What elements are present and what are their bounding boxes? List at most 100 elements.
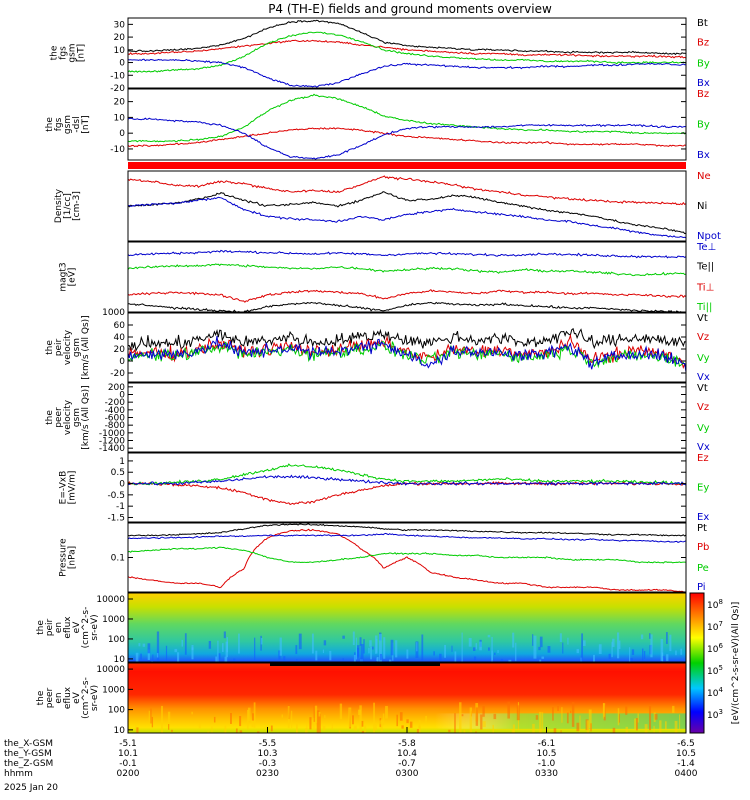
legend-entry: Vt — [697, 313, 708, 324]
legend-entry: Ez — [697, 453, 709, 464]
panel-ylabel: (cm^2-s- — [81, 677, 91, 719]
ytick-label: 10 — [114, 655, 126, 665]
legend-entry: Pt — [697, 523, 707, 534]
panel-ylabel: -dsl — [72, 116, 82, 132]
series-line-Ne — [128, 175, 686, 206]
panel-ylabel: gsm — [72, 408, 82, 427]
panel-ylabel: peer — [45, 687, 55, 708]
colorbar-tick: 105 — [707, 664, 723, 677]
ytick-label: 1000 — [102, 308, 125, 318]
ytick-label: -200 — [105, 398, 126, 408]
panel-frame — [127, 241, 687, 313]
panel-ylabel: [nT] — [81, 115, 91, 133]
legend-entry: By — [697, 120, 710, 131]
legend-entry: Pb — [697, 542, 709, 553]
xaxis-value: -1.4 — [677, 759, 695, 769]
series-line-Ni — [128, 191, 686, 235]
legend-entry: Bz — [697, 89, 709, 100]
ytick-label: -1400 — [99, 444, 125, 454]
series-line-Bx — [128, 58, 686, 88]
ytick-label: 60 — [114, 321, 126, 331]
ytick-label: 0 — [119, 391, 125, 401]
xaxis-value: -0.3 — [259, 759, 277, 769]
xaxis-value: 10.5 — [676, 749, 696, 759]
series-line-Ti⊥ — [128, 289, 686, 303]
series-line-Ey — [128, 463, 686, 486]
ytick-label: -0.5 — [107, 491, 125, 501]
panel-peir-velocity: the peir velocity gsm [km/s (All Qs)] Vt Vz Vy V… — [45, 312, 710, 383]
ytick-label: 10000 — [96, 595, 125, 605]
panel-ylabel: velocity — [63, 399, 73, 435]
legend-entry: Ti⊥ — [696, 283, 714, 294]
panel-ylabel: [km/s (All Qs)] — [81, 385, 91, 449]
colorbar-tick: 103 — [707, 708, 723, 721]
panel-frame — [127, 452, 687, 523]
panel-ylabel: the — [36, 620, 46, 635]
xaxis-value: -5.5 — [259, 739, 277, 749]
legend-entry: Bt — [697, 18, 708, 29]
ytick-label: 20 — [114, 98, 126, 108]
xaxis-value: -5.1 — [119, 739, 137, 749]
legend-entry: Ni — [697, 201, 707, 212]
series-line-Pe — [128, 546, 686, 564]
ytick-label: -1200 — [99, 437, 125, 447]
panel-ylabel: fgs — [59, 46, 69, 60]
legend-entry: Vt — [697, 383, 708, 394]
panel-ylabel: gsm — [63, 115, 73, 134]
ytick-label: -400 — [105, 406, 126, 416]
ytick-label: -10 — [110, 145, 125, 155]
legend-entry: Bz — [697, 37, 709, 48]
xaxis-value: 10.3 — [257, 749, 277, 759]
panel-frame — [127, 592, 687, 663]
legend-entry: Vx — [697, 372, 710, 383]
legend-entry: Bx — [697, 150, 710, 161]
series-line-Bz — [128, 127, 686, 148]
panel-ylabel: eflux — [63, 616, 73, 639]
legend-entry: Ex — [697, 512, 709, 523]
legend-entry: Pe — [697, 563, 709, 574]
x-axis: the_X-GSM -5.1 -5.5 -5.8 -6.1 -6.5 the_Y-GSM 10… — [4, 727, 698, 793]
legend-entry: Te⊥ — [696, 242, 716, 253]
series-line-Ex — [128, 474, 686, 487]
panel-ylabel: [mV/m] — [68, 471, 78, 505]
panel-ylabel: sr-eV) — [90, 614, 100, 640]
series-line-Te⊥ — [128, 249, 686, 259]
xaxis-row-label: the_Z-GSM — [4, 759, 53, 769]
ytick-label: 100 — [108, 706, 125, 716]
ytick-label: 0 — [119, 357, 125, 367]
ytick-label: 0.5 — [111, 468, 125, 478]
ytick-label: -600 — [105, 414, 126, 424]
xaxis-value: -0.1 — [119, 759, 137, 769]
series-line-Vt — [128, 327, 686, 353]
panel-ylabel: the — [45, 340, 55, 355]
legend-entry: Vy — [697, 353, 710, 364]
ytick-label: -1000 — [99, 429, 125, 439]
panel-ylabel: velocity — [63, 329, 73, 365]
xaxis-value: -6.1 — [538, 739, 556, 749]
panel-ylabel: en — [54, 622, 64, 633]
xaxis-value: 0330 — [535, 769, 558, 779]
panel-ylabel: peir — [54, 338, 64, 356]
panel-ylabel: eV — [72, 621, 82, 634]
legend-entry: Vz — [697, 332, 709, 343]
ytick-label: -1 — [116, 502, 125, 512]
panel-frame — [127, 382, 687, 453]
legend-entry: Npot — [697, 231, 721, 242]
ytick-label: 10 — [114, 726, 126, 736]
panel-ylabel: the — [45, 117, 55, 132]
panel-ylabel: [nT] — [77, 44, 87, 62]
series-line-Te|| — [128, 301, 686, 312]
legend-entry: Ey — [697, 483, 709, 494]
series-line-Ez — [128, 481, 686, 506]
series-line-By — [128, 31, 686, 73]
plot-date: 2025 Jan 20 — [4, 783, 58, 793]
panel-ylabel: the — [45, 410, 55, 425]
panel-fgs-gsm-dsl: the fgs gsm -dsl [nT] Bz By Bx -10 0 10 20 — [45, 88, 710, 161]
panel-ylabel: [km/s (All Qs)] — [81, 315, 91, 379]
xaxis-value: 10.5 — [536, 749, 556, 759]
panel-ylabel: eV — [72, 691, 82, 704]
series-line-Bt — [128, 19, 686, 56]
series-line-Bx — [128, 117, 686, 160]
colorbar-tick: 108 — [707, 598, 723, 611]
